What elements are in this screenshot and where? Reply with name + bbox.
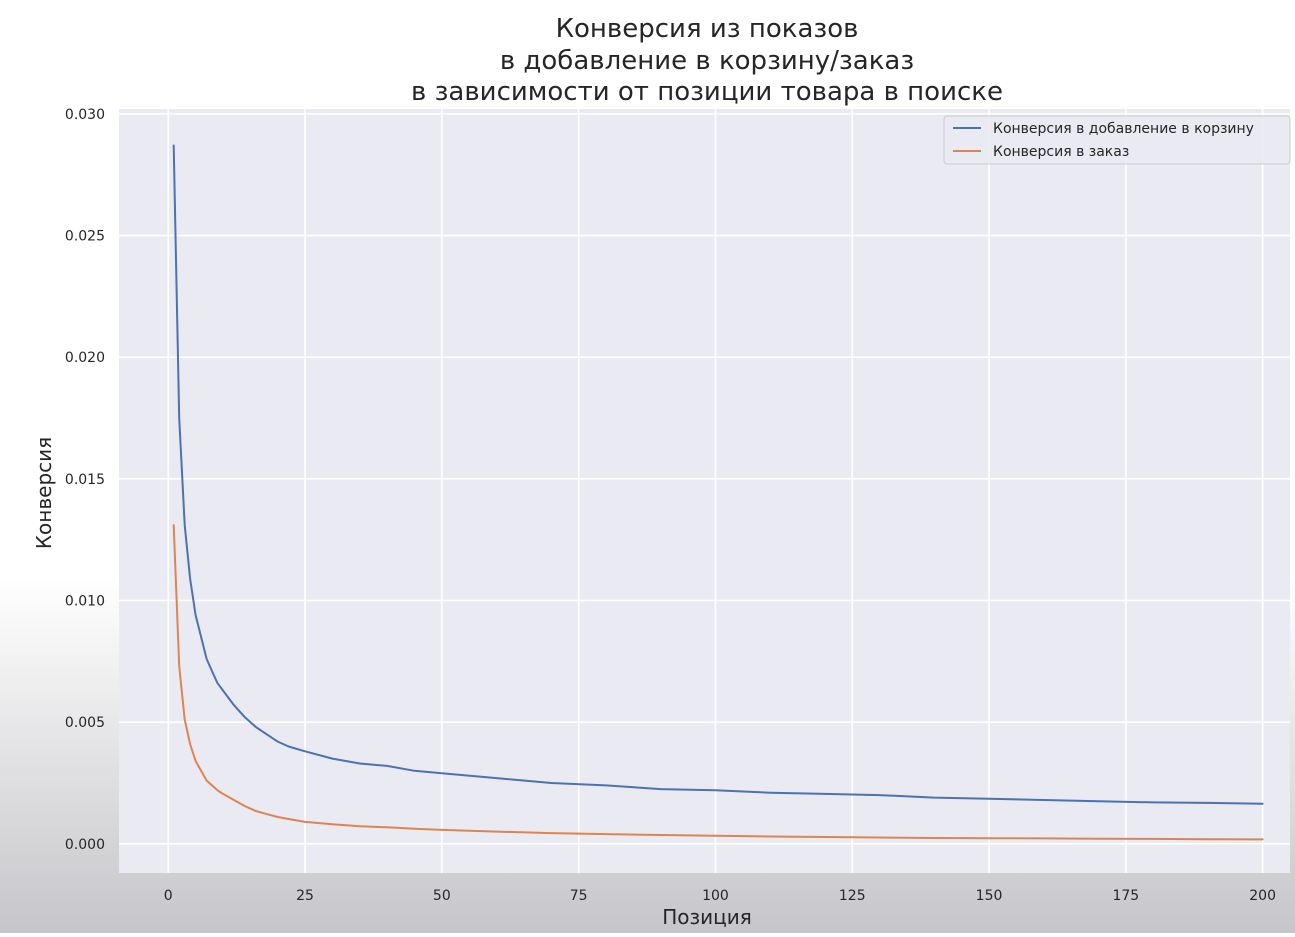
legend-box (943, 115, 1291, 165)
y-axis-label: Конверсия (32, 437, 56, 549)
x-tick-label: 0 (164, 888, 173, 904)
plot-area (119, 109, 1290, 873)
x-tick-label: 150 (976, 888, 1003, 904)
x-tick-label: 25 (296, 888, 314, 904)
y-tick-label: 0.030 (65, 107, 105, 123)
legend-label-order: Конверсия в заказ (993, 144, 1129, 160)
chart-title-line-3: в зависимости от позиции товара в поиске (411, 77, 1003, 107)
series-group (172, 144, 1264, 841)
tick-labels: 0 25 50 75 100 125 150 175 200 0.000 0.005 0.010 0.0… (65, 107, 1276, 904)
x-axis-label: Позиция (662, 905, 752, 929)
x-tick-label: 175 (1112, 888, 1139, 904)
x-tick-label: 75 (570, 888, 588, 904)
legend-label-cart: Конверсия в добавление в корзину (993, 121, 1254, 137)
y-tick-label: 0.000 (65, 837, 105, 853)
x-tick-label: 125 (839, 888, 866, 904)
series-line-0 (172, 144, 1264, 805)
y-tick-label: 0.025 (65, 229, 105, 245)
legend: Конверсия в добавление в корзину Конверс… (943, 115, 1291, 165)
chart-title-line-1: Конверсия из показов (556, 14, 859, 44)
x-tick-label: 200 (1249, 888, 1276, 904)
chart-title-line-2: в добавление в корзину/заказ (500, 46, 914, 76)
x-tick-label: 100 (702, 888, 729, 904)
grid-lines (119, 109, 1290, 873)
y-tick-label: 0.015 (65, 472, 105, 488)
y-tick-label: 0.010 (65, 593, 105, 609)
x-tick-label: 50 (433, 888, 451, 904)
y-tick-label: 0.020 (65, 350, 105, 366)
y-tick-label: 0.005 (65, 715, 105, 731)
series-line-1 (172, 524, 1264, 841)
